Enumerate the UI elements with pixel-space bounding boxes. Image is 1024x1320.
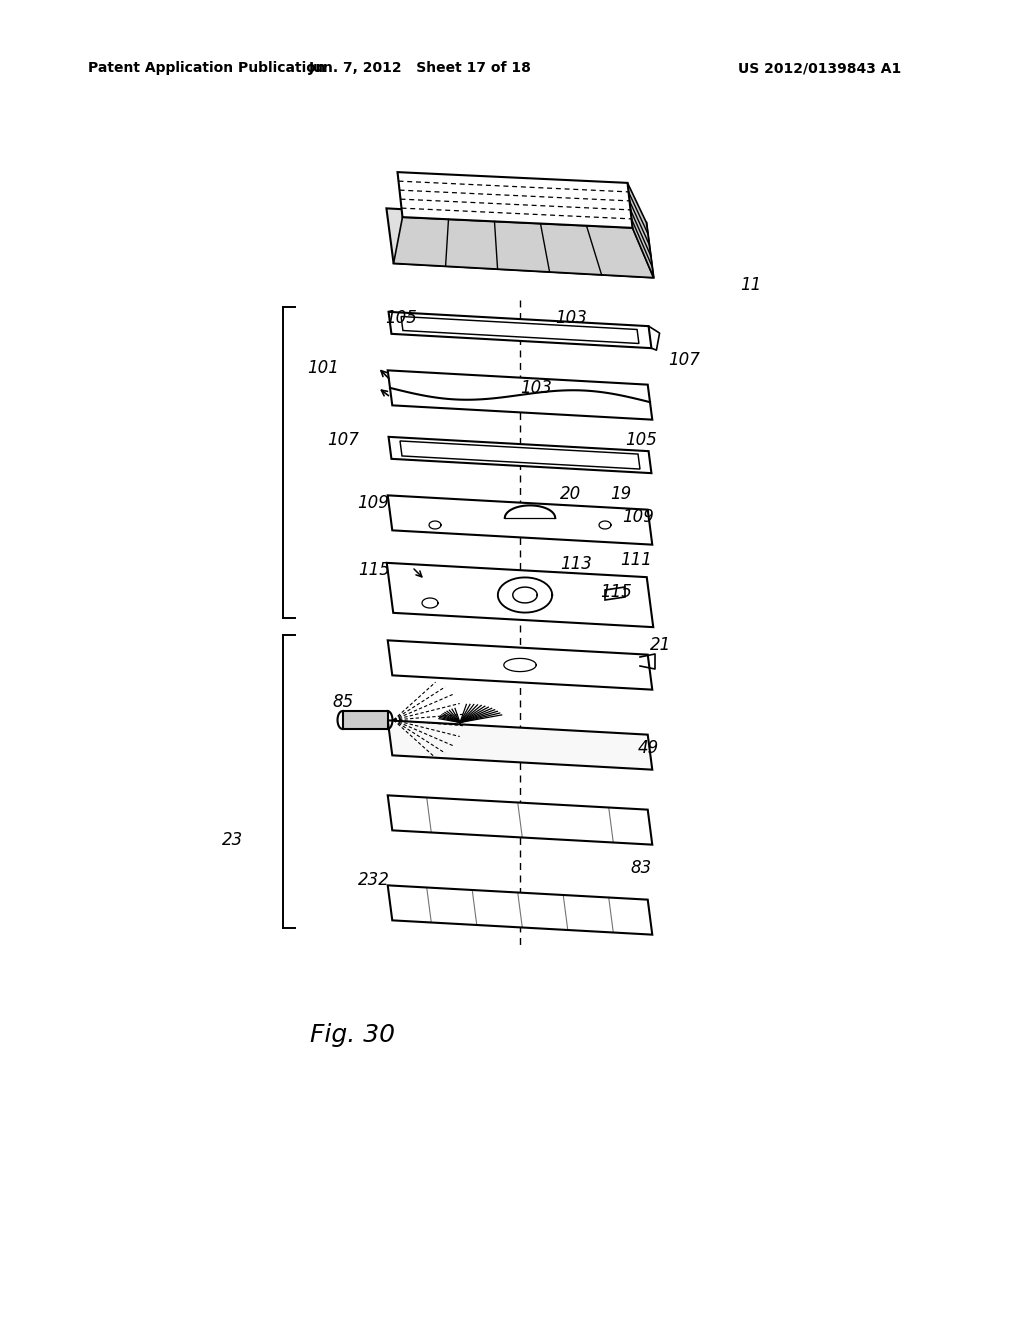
Text: 109: 109 bbox=[622, 508, 654, 525]
Text: 113: 113 bbox=[560, 554, 592, 573]
Text: 107: 107 bbox=[327, 432, 358, 449]
Text: 11: 11 bbox=[740, 276, 761, 294]
Text: Patent Application Publication: Patent Application Publication bbox=[88, 61, 326, 75]
Text: 20: 20 bbox=[560, 484, 582, 503]
Text: 232: 232 bbox=[358, 871, 390, 888]
Polygon shape bbox=[342, 711, 387, 729]
Polygon shape bbox=[388, 721, 652, 770]
Text: 103: 103 bbox=[555, 309, 587, 327]
Polygon shape bbox=[386, 209, 653, 277]
Text: 101: 101 bbox=[307, 359, 339, 378]
Text: 21: 21 bbox=[650, 636, 672, 653]
Polygon shape bbox=[388, 640, 652, 689]
Text: 115: 115 bbox=[600, 583, 632, 601]
Polygon shape bbox=[388, 495, 652, 545]
Text: 111: 111 bbox=[620, 550, 652, 569]
Text: 83: 83 bbox=[630, 859, 651, 876]
Polygon shape bbox=[401, 317, 639, 343]
Polygon shape bbox=[605, 587, 625, 601]
Polygon shape bbox=[388, 886, 652, 935]
Text: 109: 109 bbox=[357, 494, 389, 512]
Text: 85: 85 bbox=[332, 693, 353, 711]
Polygon shape bbox=[388, 796, 652, 845]
Text: 115: 115 bbox=[358, 561, 390, 579]
Text: US 2012/0139843 A1: US 2012/0139843 A1 bbox=[738, 61, 901, 75]
Text: 105: 105 bbox=[625, 432, 656, 449]
Text: 23: 23 bbox=[222, 832, 244, 849]
Text: 103: 103 bbox=[520, 379, 552, 397]
Text: 105: 105 bbox=[385, 309, 417, 327]
Text: Jun. 7, 2012   Sheet 17 of 18: Jun. 7, 2012 Sheet 17 of 18 bbox=[308, 61, 531, 75]
Text: 107: 107 bbox=[668, 351, 699, 370]
Polygon shape bbox=[388, 371, 652, 420]
Text: Fig. 30: Fig. 30 bbox=[310, 1023, 395, 1047]
Text: 19: 19 bbox=[610, 484, 631, 503]
Text: 49: 49 bbox=[638, 739, 659, 756]
Polygon shape bbox=[628, 183, 653, 277]
Polygon shape bbox=[388, 437, 651, 473]
Polygon shape bbox=[393, 216, 653, 277]
Polygon shape bbox=[387, 562, 653, 627]
Polygon shape bbox=[388, 312, 651, 348]
Polygon shape bbox=[400, 441, 640, 469]
Polygon shape bbox=[397, 172, 633, 228]
